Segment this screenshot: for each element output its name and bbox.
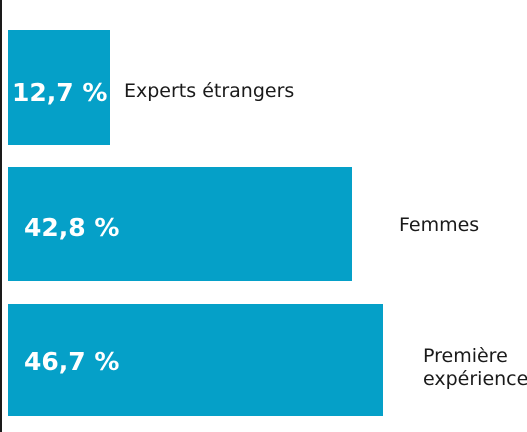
bar [8,304,383,416]
category-label: Experts étrangers [124,80,294,103]
category-label: Femmes [399,214,479,237]
bar [8,30,110,145]
category-label-line: Première [423,345,508,367]
bar-value-label: 42,8 % [24,213,120,242]
bar-value-label: 46,7 % [24,347,120,376]
y-axis-line [0,0,2,432]
category-label-line: Femmes [399,214,480,236]
bar-value-label: 12,7 % [12,78,108,107]
category-label-line: Experts étrangers [124,80,295,102]
category-label-line: expérience [423,368,527,390]
bar [8,167,352,281]
category-label: Première expérience [423,345,527,391]
